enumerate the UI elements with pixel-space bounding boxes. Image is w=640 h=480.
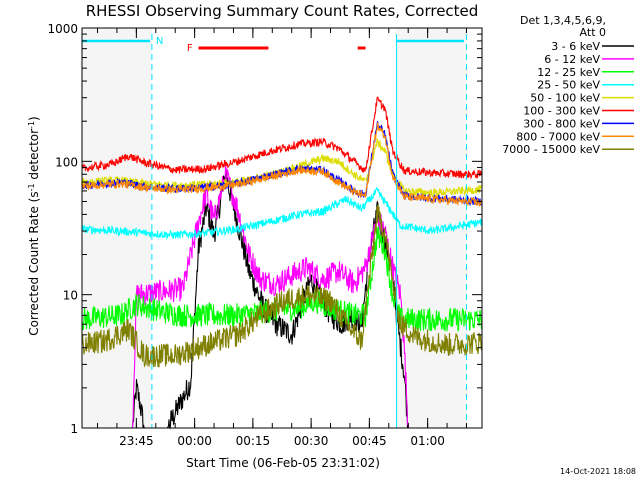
- legend-item-label: 25 - 50 keV: [537, 79, 600, 92]
- legend-item-label: 12 - 25 keV: [537, 66, 600, 79]
- x-tick-label: 00:30: [294, 434, 329, 448]
- night-flag-label: N: [156, 36, 163, 47]
- chart-title: RHESSI Observing Summary Count Rates, Co…: [86, 2, 479, 20]
- flare-flag-label: F: [187, 43, 193, 54]
- annotation-layer: NF: [82, 34, 467, 428]
- y-tick-label: 10: [63, 289, 78, 303]
- legend-item-label: 6 - 12 keV: [544, 53, 600, 66]
- y-axis-label-exp-1: -1: [27, 183, 36, 191]
- x-tick-label: 00:15: [236, 434, 271, 448]
- legend-item-label: 800 - 7000 keV: [516, 130, 600, 143]
- legend-item-label: 300 - 800 keV: [523, 117, 600, 130]
- y-tick-label: 1: [70, 422, 78, 436]
- y-axis-label: Corrected Count Rate (s-1 detector-1): [27, 116, 42, 335]
- series-line-6: [81, 96, 483, 180]
- x-tick-label: 00:00: [177, 434, 212, 448]
- y-axis-label-part-3: ): [27, 116, 41, 121]
- y-tick-label: 100: [55, 155, 78, 169]
- y-axis-label-exp-2: -1: [27, 121, 36, 129]
- y-axis-label-part-1: Corrected Count Rate (s: [27, 191, 41, 335]
- x-tick-label: 23:45: [119, 434, 154, 448]
- series-line-4: [81, 187, 483, 241]
- legend-item-label: 100 - 300 keV: [523, 105, 600, 118]
- x-tick-label: 00:45: [352, 434, 387, 448]
- series-line-9: [81, 204, 483, 368]
- legend-header-line-2: Att 0: [580, 26, 606, 39]
- series-line-8: [81, 121, 483, 208]
- legend-item-label: 50 - 100 keV: [530, 92, 600, 105]
- axis-layer: 1 10 100 1000 23:45 00:00 00:15 00:30 00:45 01:00: [47, 22, 482, 448]
- y-axis-label-part-2: detector: [27, 129, 41, 184]
- x-tick-label: 01:00: [410, 434, 445, 448]
- legend-header-line-1: Det 1,3,4,5,6,9,: [520, 14, 606, 27]
- timestamp: 14-Oct-2021 18:08: [560, 467, 636, 476]
- plot-frame: [81, 27, 483, 429]
- legend-item-label: 7000 - 15000 keV: [502, 143, 600, 156]
- x-axis-label: Start Time (06-Feb-05 23:31:02): [186, 456, 380, 470]
- legend-item-label: 3 - 6 keV: [551, 40, 600, 53]
- y-tick-label: 1000: [47, 22, 78, 36]
